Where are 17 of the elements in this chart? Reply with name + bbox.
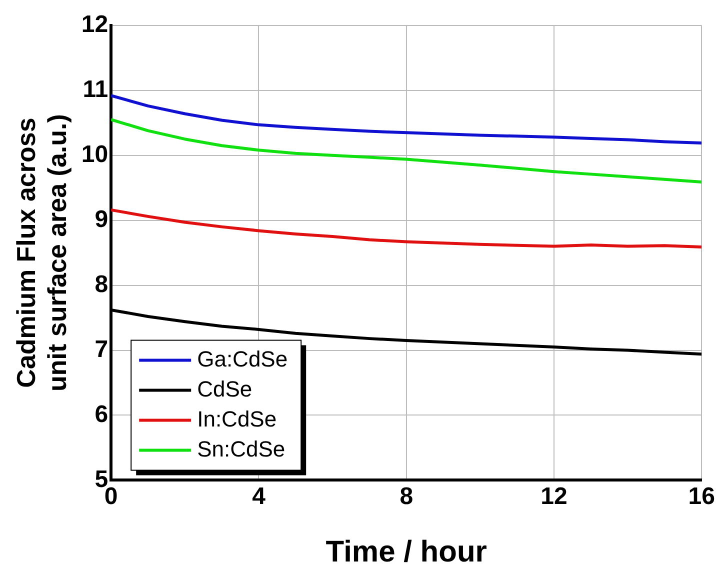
x-axis-title: Time / hour <box>326 535 488 568</box>
x-tick-label: 12 <box>540 483 568 510</box>
legend-label: Ga:CdSe <box>197 346 288 372</box>
y-tick-label: 8 <box>94 270 108 298</box>
legend-label: In:CdSe <box>197 406 277 432</box>
x-tick-label: 4 <box>252 483 266 510</box>
y-tick-label: 9 <box>94 206 108 233</box>
x-tick-label: 16 <box>688 483 716 510</box>
y-axis-title: Cadmium Flux across unit surface area (a.u.) <box>10 114 72 392</box>
y-tick-label: 10 <box>81 140 108 168</box>
y-tick-label: 11 <box>82 76 108 103</box>
legend-label: CdSe <box>197 376 252 402</box>
x-tick-label: 8 <box>400 483 414 510</box>
y-tick-label: 7 <box>94 336 108 363</box>
y-tick-label: 6 <box>94 400 108 428</box>
y-tick-label: 12 <box>81 11 108 38</box>
legend-label: Sn:CdSe <box>197 436 286 462</box>
